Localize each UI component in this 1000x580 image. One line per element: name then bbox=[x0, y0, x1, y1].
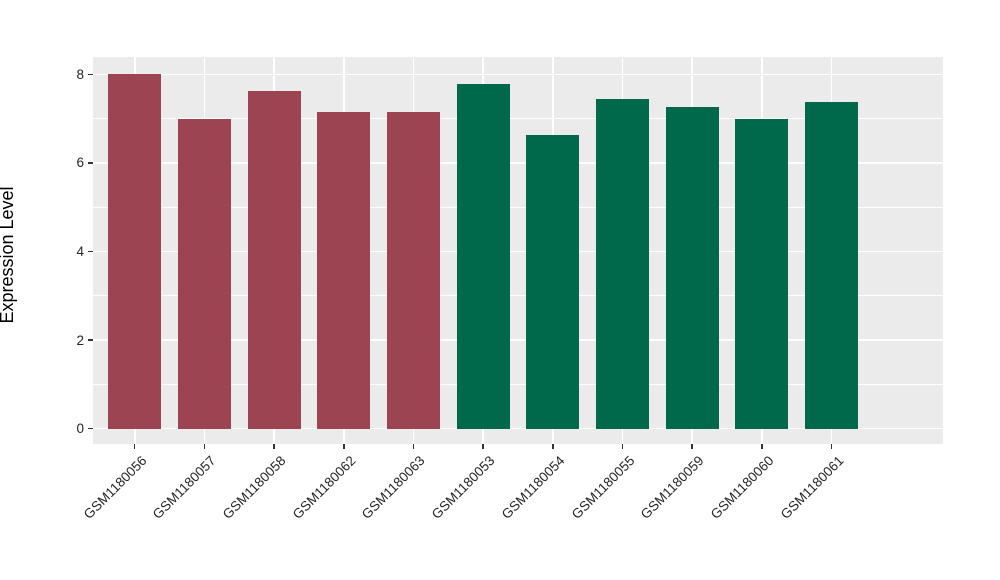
x-tick-label-GSM1180053: GSM1180053 bbox=[428, 453, 498, 522]
bar-GSM1180056 bbox=[108, 73, 162, 429]
major-gridline-y-8 bbox=[93, 73, 943, 76]
major-gridline-y-2 bbox=[93, 339, 943, 341]
y-tick-label-2: 2 bbox=[76, 332, 84, 348]
minor-gridline-y-1 bbox=[93, 383, 943, 385]
x-tick-label-GSM1180062: GSM1180062 bbox=[289, 453, 359, 522]
x-tick-label-GSM1180054: GSM1180054 bbox=[498, 453, 568, 522]
bar-GSM1180055 bbox=[596, 99, 649, 429]
x-tick-mark-GSM1180059 bbox=[691, 444, 693, 449]
minor-gridline-y-7 bbox=[93, 118, 943, 120]
y-tick-mark-6 bbox=[88, 162, 93, 164]
x-tick-mark-GSM1180058 bbox=[273, 444, 275, 449]
bar-GSM1180061 bbox=[805, 101, 859, 429]
y-tick-label-6: 6 bbox=[76, 155, 84, 171]
x-tick-mark-GSM1180054 bbox=[552, 444, 554, 449]
x-tick-mark-GSM1180056 bbox=[134, 444, 136, 449]
x-tick-label-GSM1180061: GSM1180061 bbox=[777, 453, 847, 522]
bar-GSM1180059 bbox=[665, 107, 719, 429]
x-tick-label-GSM1180055: GSM1180055 bbox=[568, 453, 638, 522]
bar-GSM1180062 bbox=[317, 111, 371, 429]
x-tick-label-GSM1180057: GSM1180057 bbox=[150, 453, 220, 522]
y-axis-title: Expression Level bbox=[0, 186, 17, 324]
x-tick-mark-GSM1180053 bbox=[482, 444, 484, 449]
plot-panel bbox=[93, 57, 943, 444]
major-gridline-y-0 bbox=[93, 427, 943, 430]
minor-gridline-y-5 bbox=[93, 206, 943, 208]
major-gridline-y-6 bbox=[93, 162, 943, 164]
x-tick-mark-GSM1180055 bbox=[621, 444, 624, 449]
y-tick-label-0: 0 bbox=[76, 421, 84, 437]
bar-GSM1180054 bbox=[526, 135, 580, 429]
x-tick-label-GSM1180059: GSM1180059 bbox=[637, 453, 707, 522]
major-gridline-y-4 bbox=[93, 250, 943, 253]
x-tick-mark-GSM1180060 bbox=[761, 444, 763, 449]
y-tick-mark-8 bbox=[88, 73, 93, 75]
bar-GSM1180053 bbox=[456, 83, 510, 429]
bar-GSM1180060 bbox=[735, 119, 789, 429]
x-tick-mark-GSM1180057 bbox=[203, 444, 206, 449]
bar-GSM1180063 bbox=[386, 111, 440, 429]
bar-GSM1180057 bbox=[177, 118, 231, 429]
y-tick-mark-2 bbox=[88, 339, 93, 341]
bar-GSM1180058 bbox=[247, 91, 301, 429]
x-tick-mark-GSM1180062 bbox=[343, 444, 345, 449]
x-tick-label-GSM1180063: GSM1180063 bbox=[359, 453, 429, 522]
y-tick-mark-4 bbox=[88, 250, 93, 253]
x-tick-mark-GSM1180061 bbox=[830, 444, 833, 449]
x-tick-mark-GSM1180063 bbox=[412, 444, 415, 449]
x-tick-label-GSM1180058: GSM1180058 bbox=[219, 453, 289, 522]
minor-gridline-y-3 bbox=[93, 295, 943, 297]
x-tick-label-GSM1180060: GSM1180060 bbox=[707, 453, 777, 522]
y-tick-mark-0 bbox=[88, 428, 93, 430]
y-tick-label-8: 8 bbox=[76, 66, 84, 82]
x-tick-label-GSM1180056: GSM1180056 bbox=[80, 453, 150, 522]
y-tick-label-4: 4 bbox=[76, 244, 84, 259]
